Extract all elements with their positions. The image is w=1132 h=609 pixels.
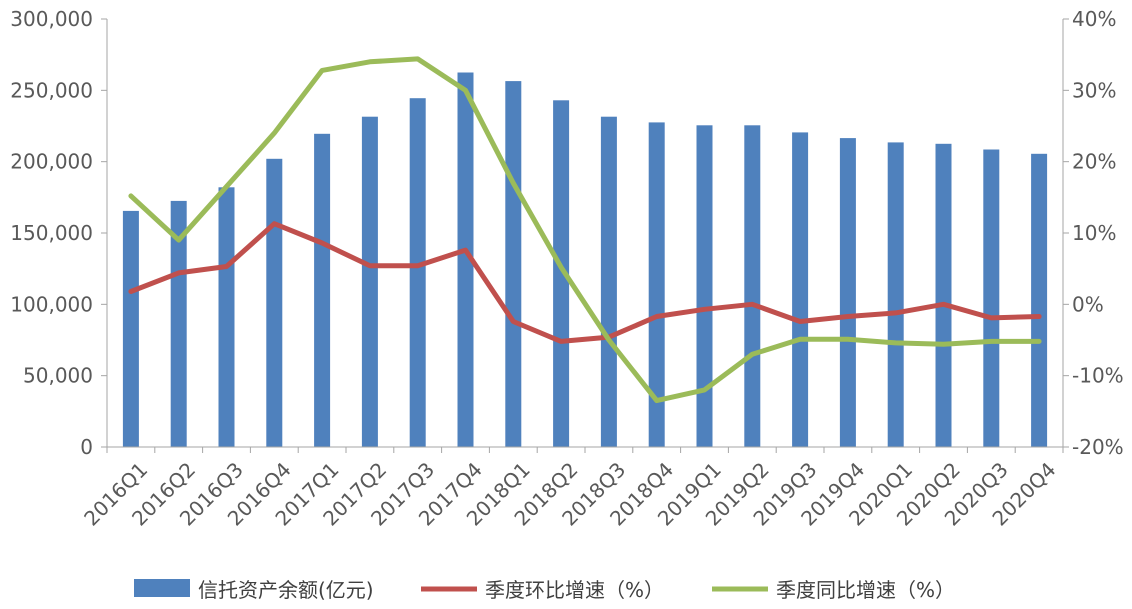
legend-swatch xyxy=(134,579,190,597)
left-tick-label: 150,000 xyxy=(10,221,93,245)
right-tick-label: -10% xyxy=(1072,364,1124,388)
legend-entry-1: 信托资产余额(亿元) xyxy=(134,578,374,602)
bar-2020Q4 xyxy=(1031,153,1048,448)
legend-label: 季度同比增速（%） xyxy=(776,578,955,602)
bar-2016Q2 xyxy=(170,200,187,447)
bar-2020Q1 xyxy=(887,142,904,447)
bar-2018Q1 xyxy=(505,81,522,447)
bar-2017Q3 xyxy=(409,98,426,447)
bar-2020Q2 xyxy=(935,143,952,448)
bars-layer xyxy=(122,72,1048,448)
bar-2018Q3 xyxy=(600,116,617,447)
bar-2016Q3 xyxy=(218,187,235,448)
right-tick-label: -20% xyxy=(1072,435,1124,459)
legend-entry-3: 季度同比增速（%） xyxy=(712,578,955,602)
bar-2016Q1 xyxy=(122,210,139,447)
line-series-2 xyxy=(128,56,1042,404)
left-tick-label: 250,000 xyxy=(10,78,93,102)
right-tick-label: 40% xyxy=(1072,7,1116,31)
bar-2019Q1 xyxy=(696,125,713,448)
legend: 信托资产余额(亿元) 季度环比增速（%） 季度同比增速（%） xyxy=(134,578,955,602)
right-tick-label: 0% xyxy=(1072,292,1104,316)
line-series-1 xyxy=(128,221,1042,344)
bar-2019Q4 xyxy=(839,138,856,447)
lines-layer xyxy=(128,56,1042,404)
left-tick-label: 0 xyxy=(80,435,93,459)
left-tick-label: 200,000 xyxy=(10,150,93,174)
bar-2018Q2 xyxy=(553,100,570,448)
bar-2018Q4 xyxy=(648,122,665,448)
bar-2017Q2 xyxy=(361,116,378,447)
legend-label: 季度环比增速（%） xyxy=(485,578,664,602)
right-tick-label: 30% xyxy=(1072,78,1116,102)
bar-2019Q3 xyxy=(792,132,809,447)
legend-entry-2: 季度环比增速（%） xyxy=(421,578,664,602)
bar-2016Q4 xyxy=(266,158,283,448)
legend-label: 信托资产余额(亿元) xyxy=(198,578,374,602)
left-tick-label: 50,000 xyxy=(23,364,93,388)
left-tick-label: 300,000 xyxy=(10,7,93,31)
right-tick-label: 10% xyxy=(1072,221,1116,245)
right-tick-label: 20% xyxy=(1072,150,1116,174)
left-tick-label: 100,000 xyxy=(10,292,93,316)
bar-2020Q3 xyxy=(983,149,1000,447)
bar-2017Q1 xyxy=(314,133,331,448)
bar-2017Q4 xyxy=(457,72,474,447)
bar-2019Q2 xyxy=(744,125,761,448)
